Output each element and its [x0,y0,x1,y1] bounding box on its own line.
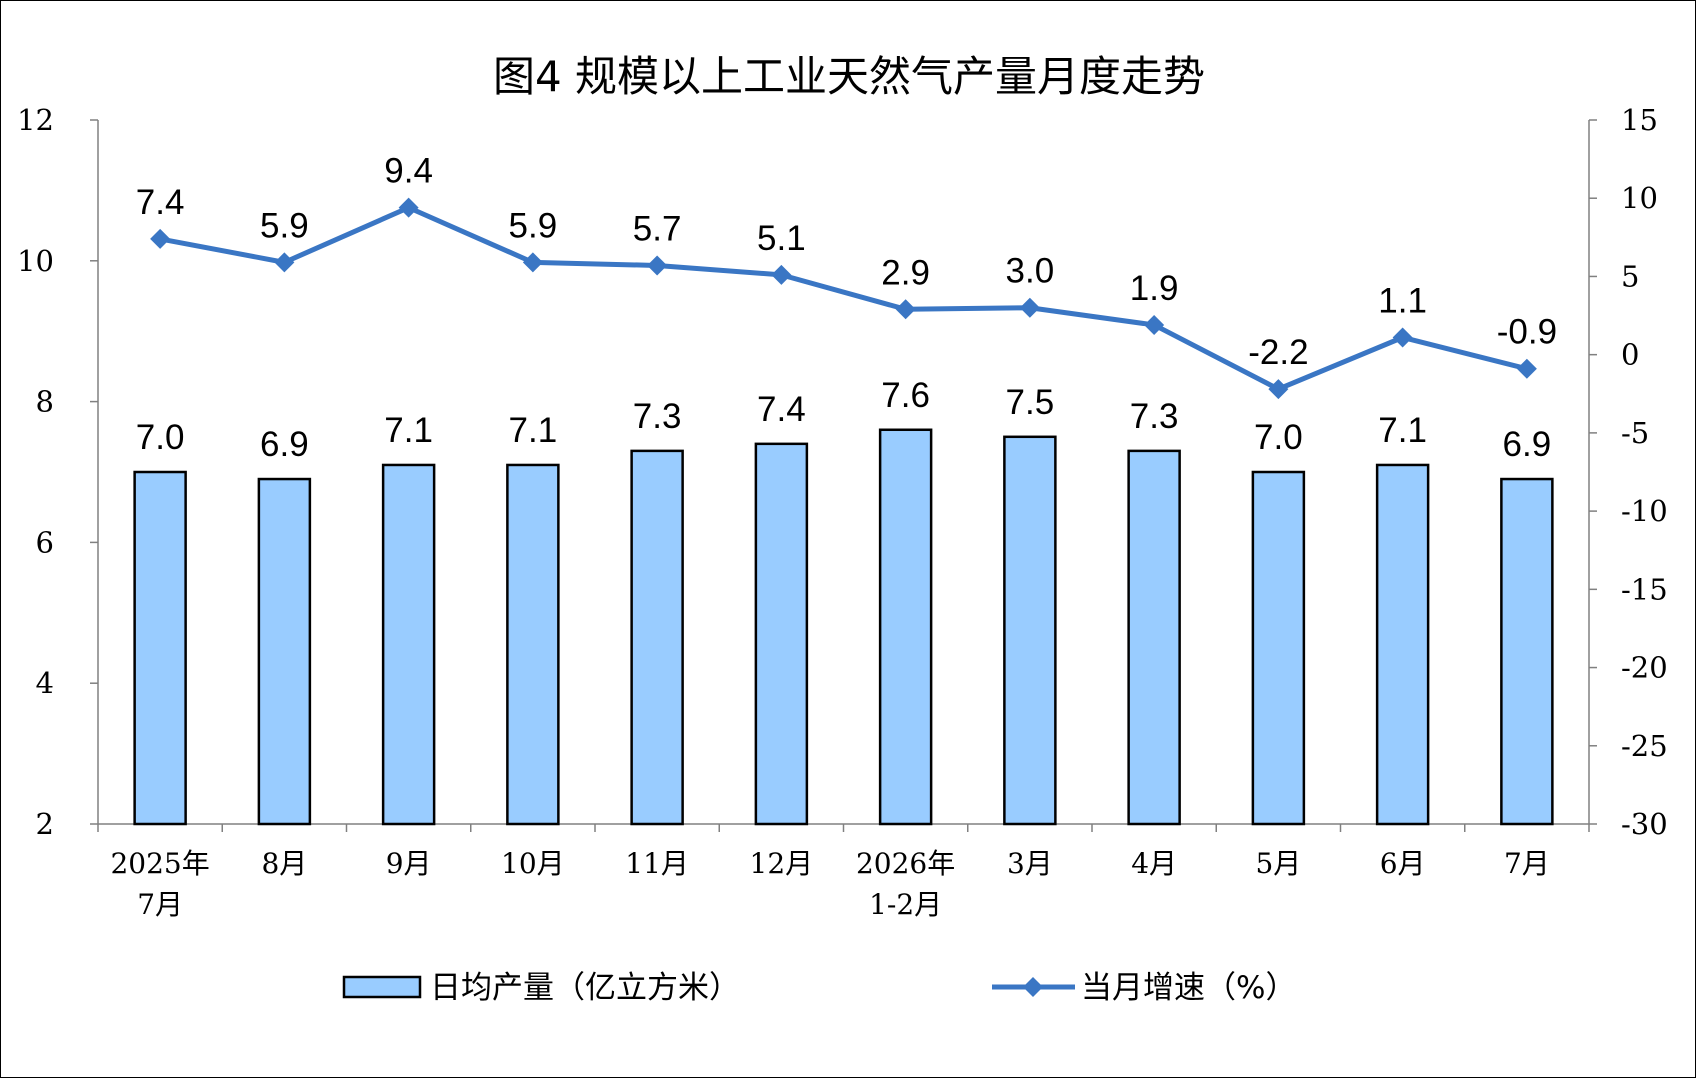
data-labels: 7.0 6.9 7.1 7.1 7.3 7.4 7.6 7.5 7.3 7.0 7.1 6.9 7.4 5… [136,152,1557,464]
right-tick-label: -30 [1621,807,1668,841]
axes: 2 4 6 8 10 12 -30 -25 -20 -15 -10 -5 0 5 10 15 2025年 7月 8月… [17,103,1668,921]
legend-bar-swatch [342,975,422,999]
chart-title: 图4 规模以上工业天然气产量月度走势 [493,52,1205,101]
x-tick-label: 3月 [1007,847,1053,880]
line-value-label: 2.9 [881,253,930,292]
line-value-label: -2.2 [1248,333,1308,372]
bar [381,463,436,826]
right-tick-label: -5 [1621,416,1649,450]
x-tick-label: 1-2月 [869,888,942,921]
x-tick-label: 8月 [261,847,307,880]
x-tick-label: 10月 [501,847,565,880]
line-value-label: 3.0 [1006,252,1055,291]
line-value-label: 1.9 [1130,269,1179,308]
x-tick-label: 7月 [137,888,183,921]
right-tick-label: 5 [1621,259,1639,293]
bar [1500,477,1554,826]
bar [630,449,684,826]
right-tick-label: 15 [1621,103,1658,137]
bar [878,428,933,826]
x-tick-label: 6月 [1380,847,1426,880]
line-marker [771,264,792,285]
bar [1127,449,1181,826]
line-marker [1144,314,1165,335]
line-value-label: 5.9 [509,206,558,245]
bar-value-label: 6.9 [1503,425,1552,464]
bar [754,442,809,826]
bar-value-label: 6.9 [260,425,309,464]
left-tick-label: 10 [17,244,54,278]
line-marker [274,252,295,273]
line-marker [1516,358,1537,379]
line-marker [150,228,171,249]
bar-value-label: 7.0 [1254,418,1303,457]
bar-value-label: 7.3 [1130,397,1179,436]
bar [1251,470,1306,826]
line-marker [1268,379,1289,400]
bar-value-label: 7.1 [1378,411,1427,450]
bar-value-label: 7.1 [509,411,558,450]
bar-value-label: 7.3 [633,397,682,436]
x-tick-label: 7月 [1504,847,1550,880]
bar-value-label: 7.0 [136,418,185,457]
bar-value-label: 7.4 [757,390,806,429]
x-tick-label: 4月 [1131,847,1177,880]
bar-value-label: 7.1 [384,411,433,450]
line-value-label: 5.7 [633,209,682,248]
x-tick-label: 2026年 [856,847,955,880]
line-value-label: -0.9 [1497,313,1557,352]
bar [1003,435,1057,826]
line-value-label: 7.4 [136,183,185,222]
bar [133,470,187,826]
right-tick-label: -20 [1621,651,1668,685]
x-tick-label: 2025年 [110,847,209,880]
bar [1375,463,1430,826]
line-value-label: 5.9 [260,206,309,245]
legend-line-label: 当月增速（%） [1081,970,1296,1006]
bar [506,463,560,826]
line-value-label: 5.1 [757,219,806,258]
growth-line [159,205,1528,392]
line-marker [1392,327,1413,348]
line-value-label: 9.4 [384,152,433,191]
x-tick-label: 5月 [1255,847,1301,880]
left-tick-label: 4 [36,666,54,700]
line-marker [895,299,916,320]
line-marker [647,255,668,276]
legend-line-marker [1023,977,1043,997]
left-tick-label: 6 [36,525,54,559]
left-tick-label: 12 [17,103,54,137]
x-tick-label: 11月 [625,847,689,880]
right-tick-label: 0 [1621,338,1639,372]
bar-series [133,428,1554,826]
legend: 日均产量（亿立方米） 当月增速（%） [342,970,1296,1006]
line-marker [522,252,543,273]
legend-bar-label: 日均产量（亿立方米） [430,970,740,1006]
left-tick-label: 8 [36,385,54,419]
left-tick-label: 2 [36,807,54,841]
bar-value-label: 7.6 [881,376,930,415]
right-tick-label: -15 [1621,572,1668,606]
right-tick-label: 10 [1621,181,1658,215]
x-tick-label: 12月 [750,847,814,880]
bar-value-label: 7.5 [1006,383,1055,422]
right-tick-label: -25 [1621,729,1668,763]
right-tick-label: -10 [1621,494,1668,528]
line-marker [1019,297,1040,318]
line-series [150,197,1537,400]
bar [257,477,312,826]
line-marker [398,197,419,218]
x-tick-label: 9月 [386,847,432,880]
line-value-label: 1.1 [1378,281,1427,320]
